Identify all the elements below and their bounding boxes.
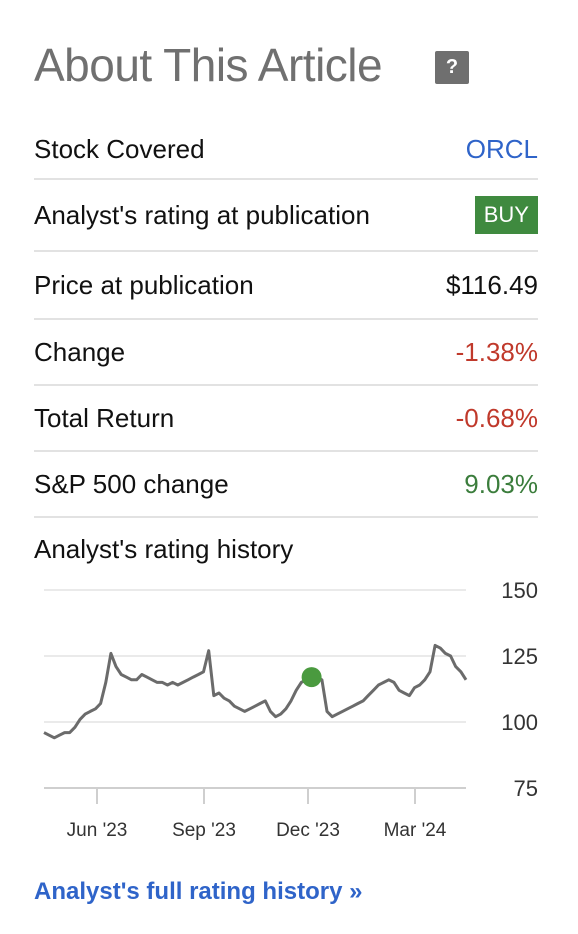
x-tick-label: Mar '24 [384, 820, 447, 841]
x-tick-label: Jun '23 [67, 820, 128, 841]
change-row: Change -1.38% [34, 320, 538, 386]
y-tick-label: 75 [514, 776, 538, 801]
rating-history-chart: 150 125 100 75 Jun '23 Sep '23 Dec '23 Mar '24 [43, 578, 538, 841]
sp500-change-label: S&P 500 change [34, 468, 229, 499]
rating-at-publication-row: Analyst's rating at publication BUY [34, 180, 538, 252]
price-row: Price at publication $116.49 [34, 252, 538, 320]
price-label: Price at publication [34, 269, 254, 300]
change-label: Change [34, 336, 126, 367]
page-title: About This Article [34, 39, 383, 91]
y-tick-label: 125 [501, 644, 538, 669]
x-tick-label: Dec '23 [276, 820, 340, 841]
change-value: -1.38% [455, 336, 538, 367]
stock-covered-label: Stock Covered [34, 133, 205, 164]
full-rating-history-link[interactable]: Analyst's full rating history » [34, 878, 363, 905]
rating-history-title: Analyst's rating history [34, 534, 294, 564]
rating-marker[interactable] [301, 667, 322, 688]
total-return-value: -0.68% [455, 402, 538, 433]
rating-at-publication-label: Analyst's rating at publication [34, 199, 370, 230]
x-tick-label: Sep '23 [172, 820, 236, 841]
price-value: $116.49 [445, 269, 538, 300]
y-tick-label: 100 [501, 710, 538, 735]
price-series-line [43, 643, 468, 740]
y-tick-label: 150 [501, 578, 538, 603]
stock-ticker-link[interactable]: ORCL [465, 133, 538, 164]
total-return-row: Total Return -0.68% [34, 386, 538, 452]
sp500-change-row: S&P 500 change 9.03% [34, 452, 538, 518]
total-return-label: Total Return [34, 402, 175, 433]
help-icon[interactable]: ? [435, 51, 469, 84]
sp500-change-value: 9.03% [464, 468, 538, 499]
stock-covered-row: Stock Covered ORCL [34, 120, 538, 180]
rating-badge: BUY [474, 196, 538, 234]
